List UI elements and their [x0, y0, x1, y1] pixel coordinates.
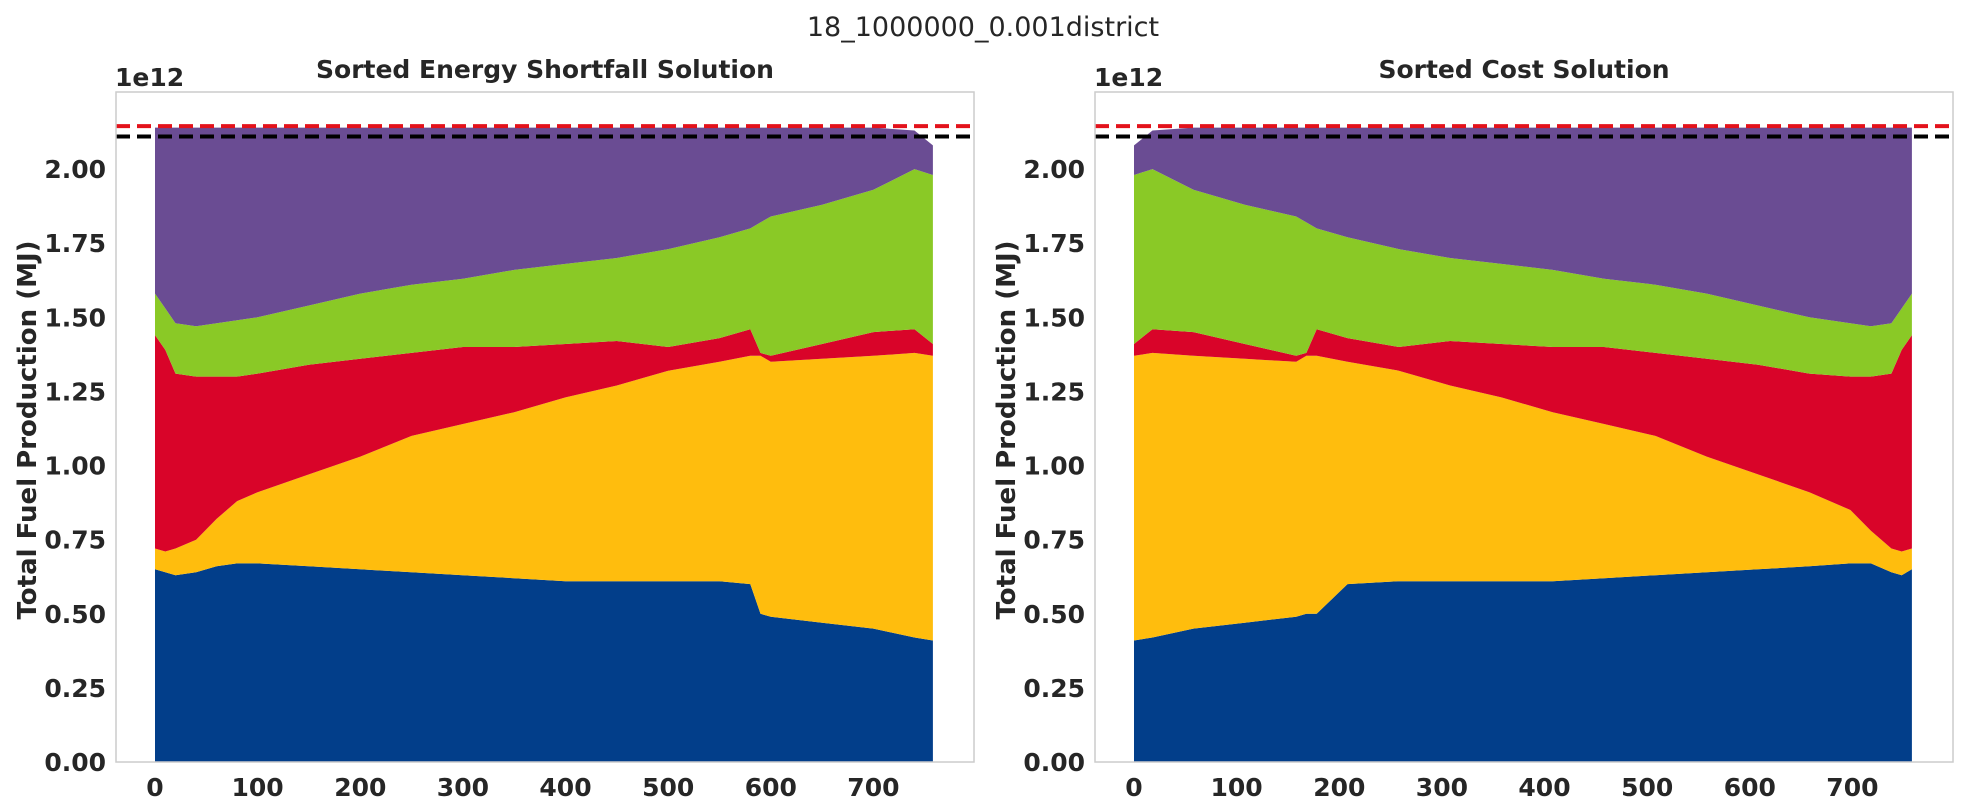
x-tick-label: 100: [232, 773, 284, 802]
plot-frame: [1094, 91, 1954, 763]
area-layer-2: [1134, 352, 1912, 641]
panel-title: Sorted Energy Shortfall Solution: [316, 55, 774, 84]
area-layer-5: [1134, 127, 1912, 327]
y-tick-label: 1.75: [44, 229, 106, 258]
y-tick-label: 1.25: [1023, 377, 1085, 406]
y-tick-label: 0.75: [1023, 526, 1085, 555]
area-layer-3: [155, 329, 933, 552]
x-tick-label: 500: [1621, 773, 1673, 802]
area-layer-4: [155, 169, 933, 377]
y-tick-label: 1.25: [44, 377, 106, 406]
x-tick-label: 700: [1826, 773, 1878, 802]
x-tick-label: 300: [1416, 773, 1468, 802]
y-tick-label: 1.50: [1023, 303, 1085, 332]
y-tick-labels: 0.00 0.25 0.50 0.75 1.00 1.25 1.50 1.75 2.00: [44, 155, 106, 777]
x-tick-labels: 0 100 200 300 400 500 600 700: [146, 773, 899, 802]
y-tick-label: 0.00: [1023, 748, 1085, 777]
area-layer-5: [155, 127, 933, 327]
y-tick-label: 2.00: [44, 155, 106, 184]
reference-lines: [116, 124, 974, 139]
area-layer-1: [1134, 563, 1912, 762]
plot-frame: [115, 91, 975, 763]
x-tick-labels: 0 100 200 300 400 500 600 700: [1125, 773, 1878, 802]
x-tick-label: 0: [146, 773, 163, 802]
reference-lines: [1095, 124, 1953, 139]
x-tick-label: 400: [1518, 773, 1570, 802]
area-layer-4: [1134, 169, 1912, 377]
y-tick-label: 0.25: [1023, 674, 1085, 703]
x-tick-label: 700: [847, 773, 899, 802]
x-tick-label: 200: [334, 773, 386, 802]
stack-areas: [155, 127, 933, 762]
x-tick-label: 600: [1724, 773, 1776, 802]
y-offset-label: 1e12: [1094, 63, 1163, 92]
y-tick-label: 0.25: [44, 674, 106, 703]
y-tick-label: 1.00: [1023, 452, 1085, 481]
stack-areas: [1134, 127, 1912, 762]
y-tick-label: 1.00: [44, 452, 106, 481]
x-tick-label: 600: [745, 773, 797, 802]
y-tick-label: 0.75: [44, 526, 106, 555]
y-tick-label: 0.50: [44, 600, 106, 629]
y-tick-label: 1.50: [44, 303, 106, 332]
x-tick-label: 500: [642, 773, 694, 802]
x-tick-label: 0: [1125, 773, 1142, 802]
y-offset-label: 1e12: [115, 63, 184, 92]
panel-energy-shortfall: Sorted Energy Shortfall Solution 1e12 To…: [13, 55, 975, 802]
y-axis-label: Total Fuel Production (MJ): [13, 240, 43, 619]
panel-cost: Sorted Cost Solution 1e12 Total Fuel Pro…: [992, 55, 1954, 802]
x-tick-label: 200: [1313, 773, 1365, 802]
y-tick-label: 2.00: [1023, 155, 1085, 184]
area-layer-2: [155, 352, 933, 641]
x-tick-label: 100: [1211, 773, 1263, 802]
y-tick-labels: 0.00 0.25 0.50 0.75 1.00 1.25 1.50 1.75 2.00: [1023, 155, 1085, 777]
y-tick-label: 1.75: [1023, 229, 1085, 258]
area-layer-3: [1134, 329, 1912, 552]
x-tick-label: 400: [539, 773, 591, 802]
y-axis-label: Total Fuel Production (MJ): [992, 240, 1022, 619]
y-tick-label: 0.00: [44, 748, 106, 777]
area-layer-1: [155, 563, 933, 762]
x-tick-label: 300: [437, 773, 489, 802]
panel-title: Sorted Cost Solution: [1378, 55, 1669, 84]
figure-suptitle: 18_1000000_0.001district: [807, 12, 1159, 43]
y-tick-label: 0.50: [1023, 600, 1085, 629]
